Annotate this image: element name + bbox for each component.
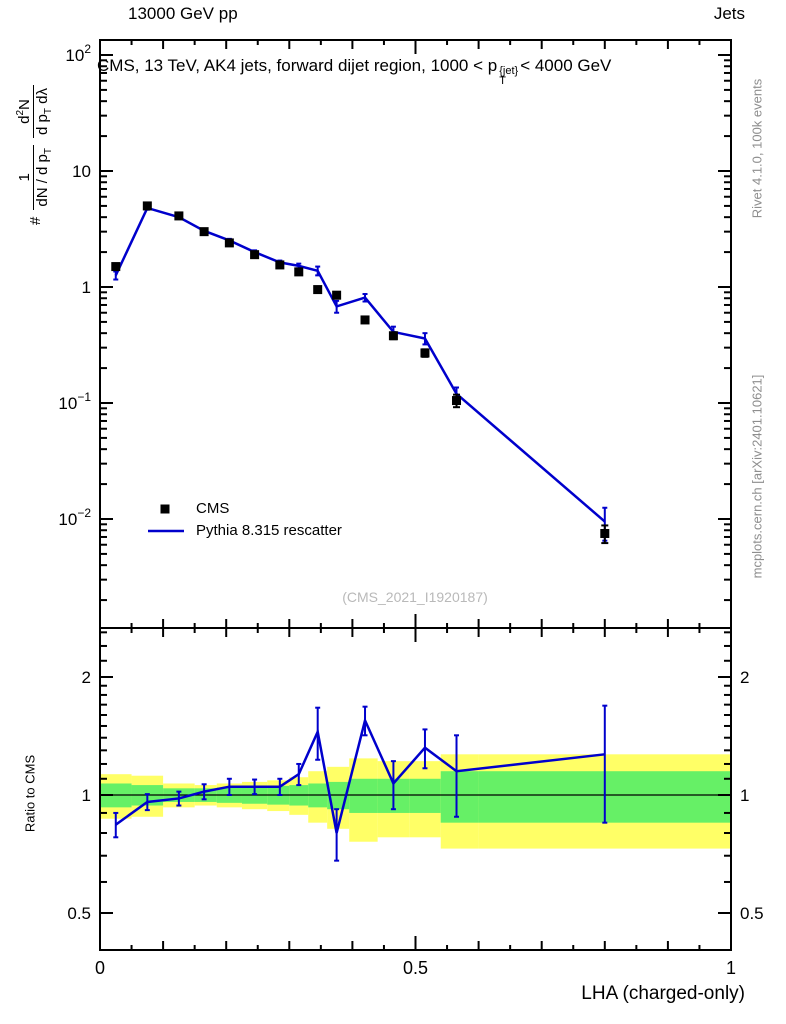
ratio-tick-label-right: 0.5 [740,904,764,923]
ratio-axis-label: Ratio to CMS [22,754,38,833]
y-tick-label: 10−1 [58,390,91,413]
plot-title-tail: < 4000 GeV [520,56,612,75]
cms-point [199,227,209,237]
cms-point [250,250,260,260]
ratio-tick-label-left: 1 [82,786,91,805]
ylabel-frac2: d2N d pT dλ [15,85,55,138]
cms-point [174,211,184,221]
mc-curve [114,206,606,523]
ratio-uncertainty-bands [100,754,731,849]
tick-labels: 102 10 1 10−1 10−2 2 2 1 1 0.5 0.5 0 0.5 1 [58,42,763,978]
rivet-version-note: Rivet 4.1.0, 100k events [749,78,765,219]
pt-subscript: T [499,75,506,87]
legend-label-cms: CMS [196,500,230,517]
process-label: Jets [713,4,745,23]
x-tick-label: 0 [95,958,105,978]
y-tick-label: 1 [82,278,91,297]
ratio-tick-label-right: 1 [740,786,749,805]
cms-point [313,285,323,295]
ylabel-frac2-num: d2N [15,85,35,138]
band-inner-bin [409,778,441,813]
ylabel-frac1: 1 dN / d pT [15,145,55,210]
legend-marker-cms [160,504,170,514]
band-inner-bin [440,771,479,823]
mc-errorbars [113,205,608,542]
mc-line [114,206,606,523]
cms-point [360,315,370,325]
main-panel-frame [99,39,732,629]
plot-title: CMS, 13 TeV, AK4 jets, forward dijet reg… [97,56,612,87]
beam-energy-label: 13000 GeV pp [128,4,238,23]
y-tick-label: 10 [72,162,91,181]
plot-title-main: CMS, 13 TeV, AK4 jets, forward dijet reg… [97,56,498,75]
ylabel-frac2-den: d pT dλ [34,88,55,135]
cms-points [111,201,610,538]
ratio-tick-label-right: 2 [740,668,749,687]
ylabel-prefix: # [26,216,44,225]
cms-point [294,267,304,277]
y-tick-label: 102 [65,42,91,65]
cms-point [275,260,285,270]
cms-point [332,290,342,300]
cms-errorbars [112,203,609,545]
legend-markers [148,504,184,533]
cms-point [142,201,152,211]
y-tick-label: 10−2 [58,506,91,529]
ratio-curve [115,716,605,834]
cms-point [224,238,234,248]
pt-superscript: {jet} [499,65,519,77]
x-tick-label: 0.5 [403,958,428,978]
cms-point [452,396,462,406]
x-axis-label: LHA (charged-only) [581,983,745,1004]
y-axis-label: # 1 dN / d pT d2N d pT dλ [15,0,55,345]
cms-point [420,348,430,358]
pt-supsub: {jet} T [499,65,519,87]
cms-point [388,331,398,341]
legend-label-pythia: Pythia 8.315 rescatter [196,522,342,539]
ratio-tick-label-left: 0.5 [67,904,91,923]
band-inner-bin [349,778,378,813]
mcplots-arxiv-note: mcplots.cern.ch [arXiv:2401.10621] [749,374,765,579]
ratio-line [115,716,605,834]
ylabel-frac1-num: 1 [15,145,34,210]
ratio-tick-label-left: 2 [82,668,91,687]
cms-point [600,528,610,538]
ylabel-frac1-den: dN / d pT [33,148,54,207]
x-tick-label: 1 [726,958,736,978]
axis-ticks [99,40,732,950]
analysis-id-watermark: (CMS_2021_I1920187) [342,589,488,605]
cms-point [111,262,121,272]
